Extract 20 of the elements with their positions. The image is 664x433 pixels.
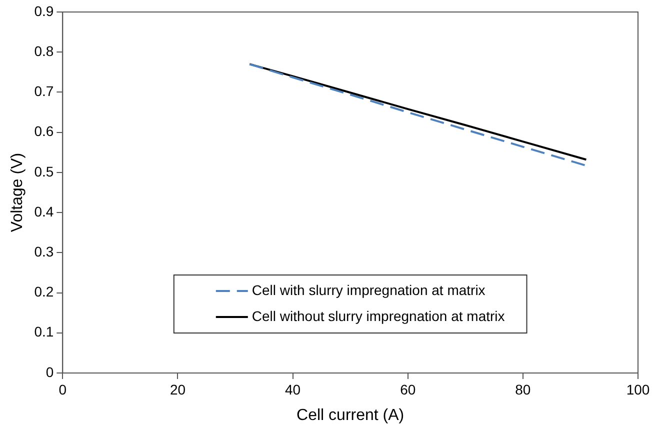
x-tick-label: 80 [515, 381, 531, 398]
y-axis-title: Voltage (V) [9, 152, 26, 232]
x-tick-label: 60 [400, 381, 416, 398]
y-tick-label: 0.3 [34, 244, 54, 260]
x-tick-label: 0 [58, 381, 67, 398]
x-tick-label: 20 [170, 381, 186, 398]
y-tick-label: 0.8 [34, 42, 54, 59]
y-tick-label: 0.9 [34, 2, 54, 19]
y-tick-label: 0 [46, 364, 54, 380]
y-tick-label: 0.4 [34, 203, 54, 220]
y-tick-label: 0.5 [34, 163, 54, 180]
y-tick-label: 0.2 [34, 284, 54, 300]
x-axis-title: Cell current (A) [296, 406, 404, 424]
y-tick-label: 0.1 [34, 324, 54, 340]
x-tick-label: 100 [626, 381, 650, 398]
legend-label: Cell without slurry impregnation at matrix [252, 308, 505, 324]
x-tick-label: 40 [285, 381, 301, 398]
y-tick-label: 0.7 [34, 83, 54, 100]
y-tick-label: 0.6 [34, 123, 54, 140]
legend-label: Cell with slurry impregnation at matrix [252, 282, 486, 298]
